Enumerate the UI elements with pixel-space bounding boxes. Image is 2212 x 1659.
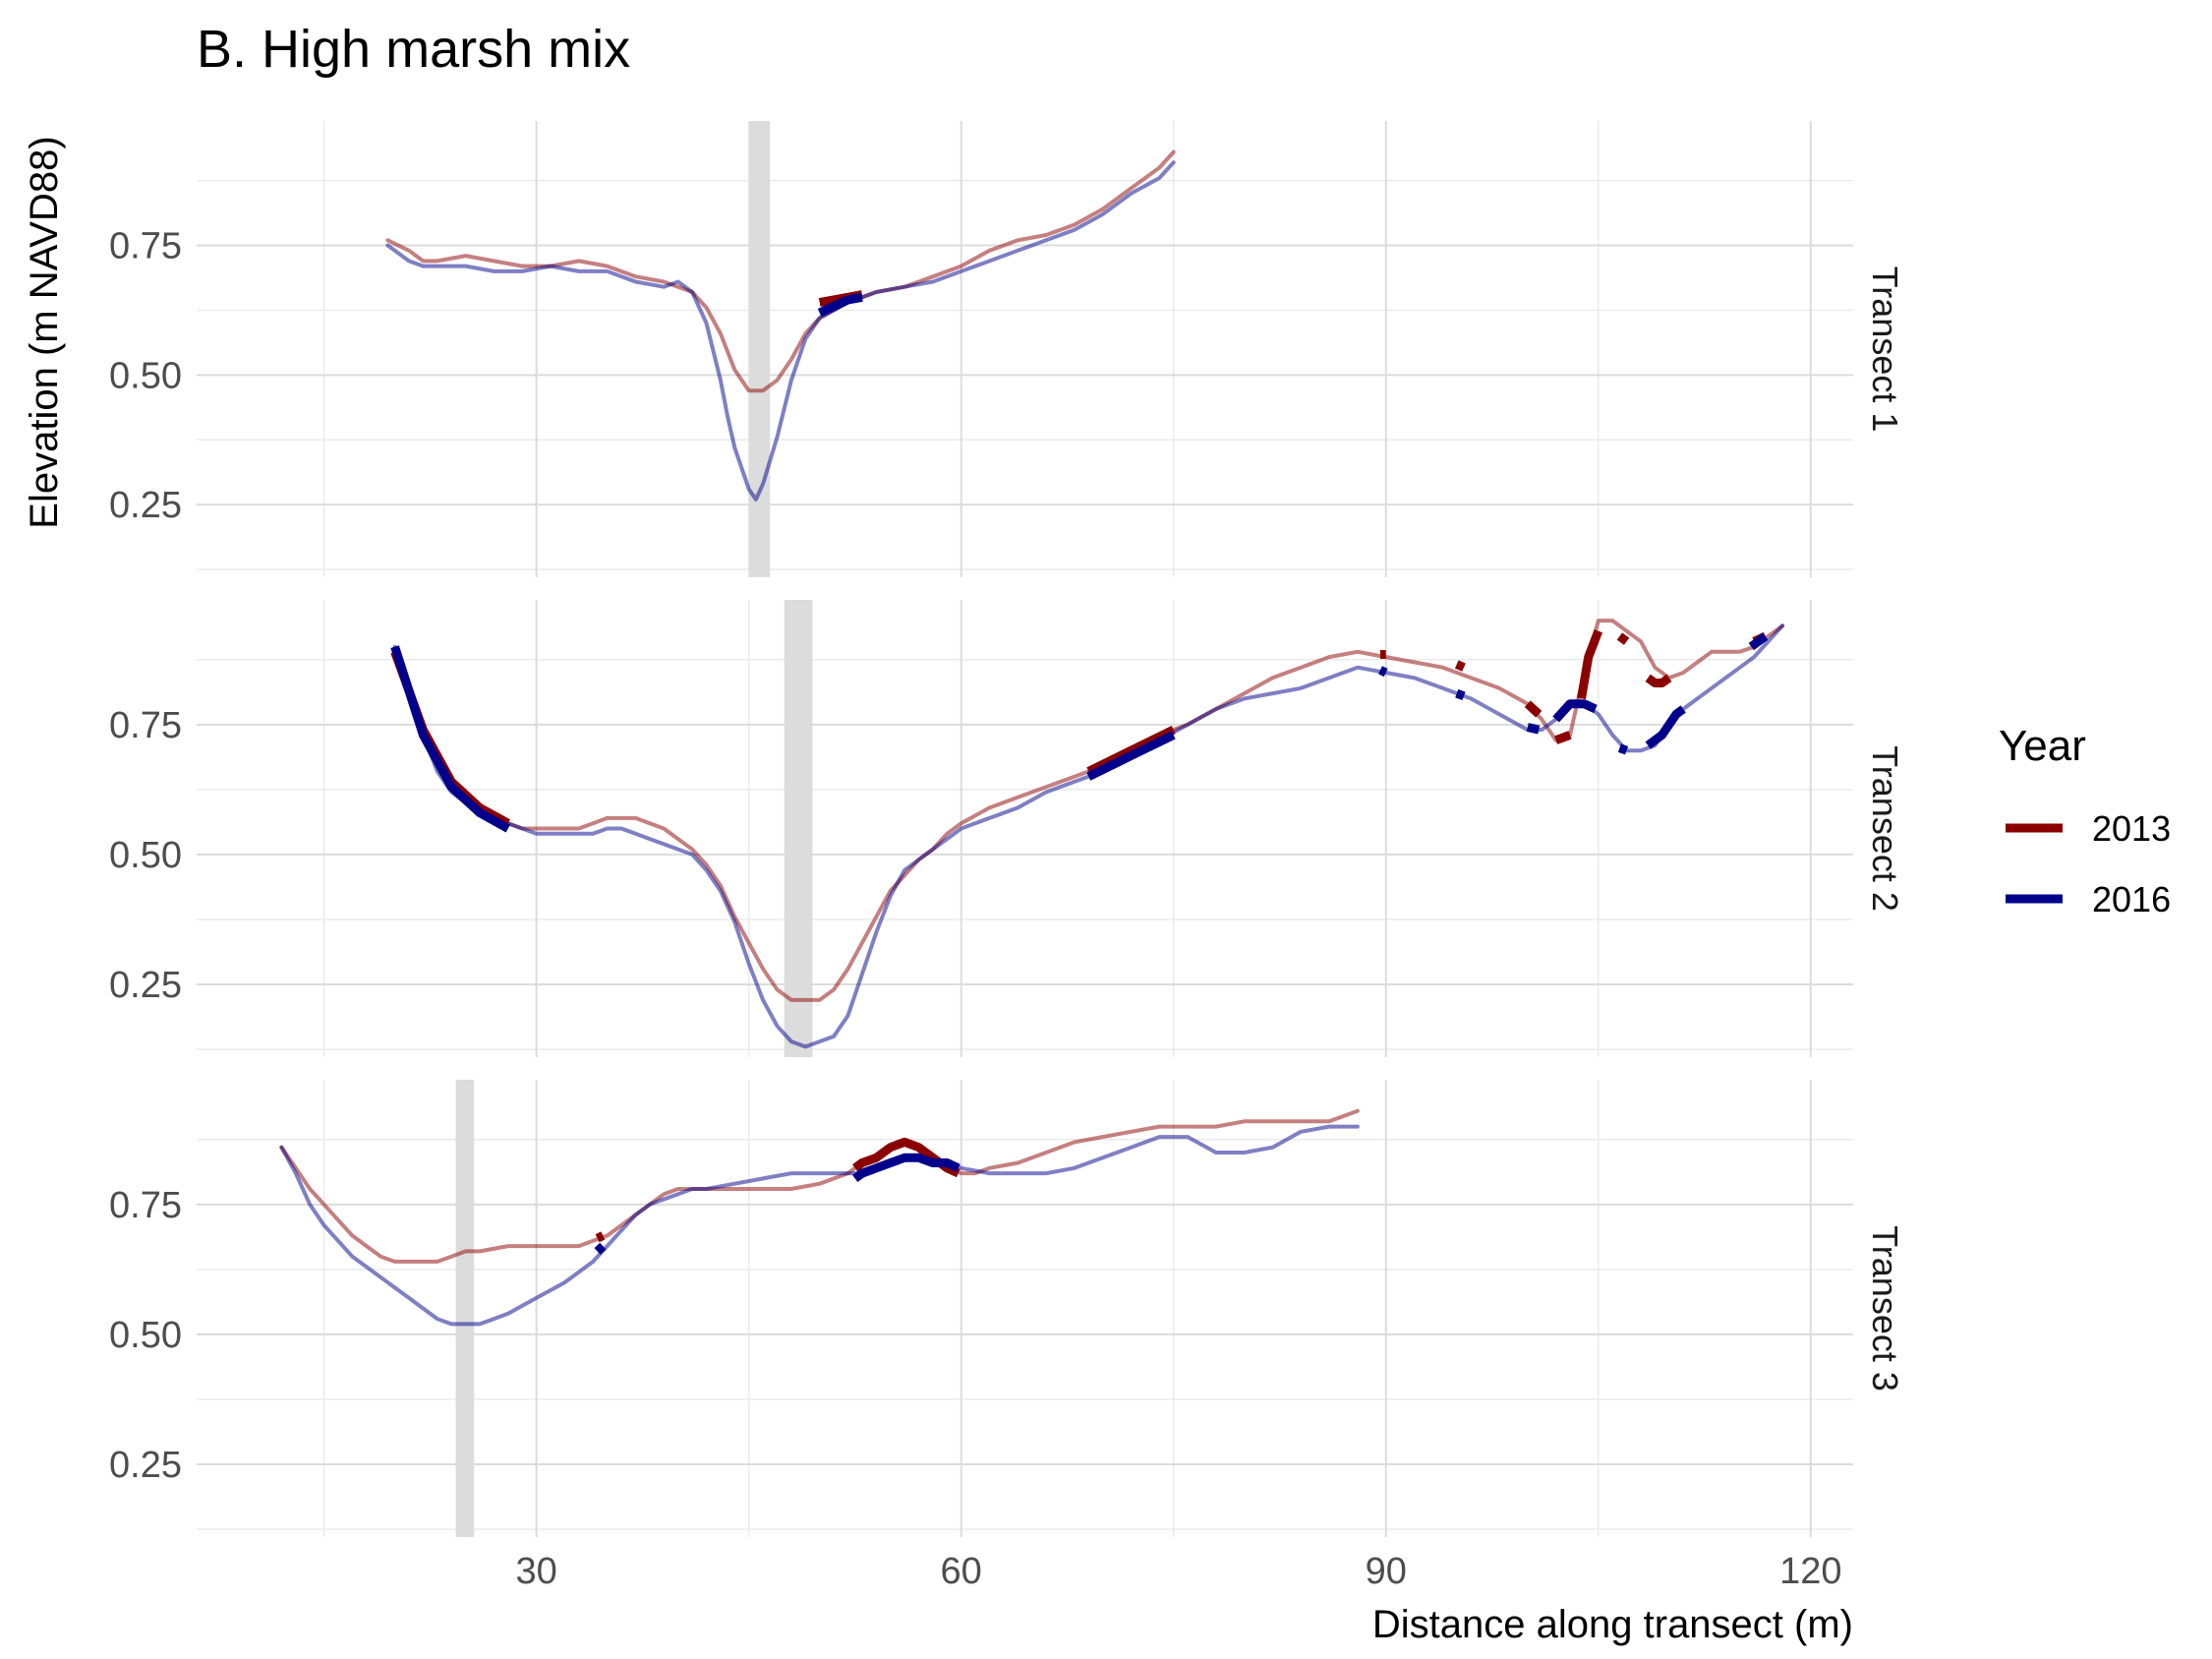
highlight-segment-2016 bbox=[1378, 666, 1388, 678]
gridlines bbox=[197, 1080, 1853, 1537]
series-line-2013 bbox=[385, 149, 1176, 393]
legend-title: Year bbox=[1999, 722, 2086, 770]
highlight-segment-2016 bbox=[1086, 731, 1176, 781]
x-tick-label: 60 bbox=[941, 1551, 982, 1592]
highlight-segment-2013 bbox=[1616, 632, 1630, 645]
legend-label-2016: 2016 bbox=[2092, 879, 2171, 919]
x-tick-label: 90 bbox=[1366, 1551, 1407, 1592]
panel-transect-3: 0.25 0.50 0.75 Transect 3 bbox=[109, 1080, 1905, 1537]
highlight-segment-2016 bbox=[852, 1153, 960, 1183]
highlight-segment-2013 bbox=[595, 1231, 606, 1243]
facet-strip-label: Transect 3 bbox=[1865, 1225, 1905, 1392]
x-axis-title: Distance along transect (m) bbox=[1372, 1603, 1853, 1646]
highlight-segment-2016 bbox=[1748, 632, 1769, 651]
highlight-segment-2016 bbox=[1455, 688, 1466, 701]
series-line-2013 bbox=[392, 619, 1784, 1002]
legend-label-2013: 2013 bbox=[2092, 808, 2171, 849]
y-tick-label: 0.25 bbox=[109, 965, 182, 1006]
x-axis: 30 60 90 120 bbox=[516, 1551, 1842, 1592]
highlight-segment-2013 bbox=[390, 650, 510, 828]
highlight-segment-2013 bbox=[1554, 731, 1572, 744]
series-line-2016 bbox=[279, 1124, 1360, 1327]
highlight-segment-2013 bbox=[1645, 674, 1672, 687]
highlight-segment-2013 bbox=[1524, 700, 1543, 718]
highlight-segment-2016 bbox=[1526, 723, 1541, 735]
series-line-2013 bbox=[279, 1108, 1360, 1264]
y-tick-label: 0.75 bbox=[109, 1185, 182, 1226]
y-tick-label: 0.75 bbox=[109, 226, 182, 267]
y-tick-label: 0.25 bbox=[109, 485, 182, 526]
y-tick-label: 0.50 bbox=[109, 1315, 182, 1356]
highlight-segment-2016 bbox=[817, 292, 863, 318]
y-tick-label: 0.25 bbox=[109, 1445, 182, 1486]
gridlines bbox=[197, 600, 1853, 1057]
y-tick-label: 0.50 bbox=[109, 835, 182, 876]
chart-title: B. High marsh mix bbox=[197, 20, 630, 79]
facet-strip-label: Transect 2 bbox=[1865, 745, 1905, 912]
series-line-2016 bbox=[385, 160, 1176, 502]
highlight-segment-2013 bbox=[1454, 660, 1466, 672]
highlight-segment-2016 bbox=[1645, 705, 1686, 749]
panel-transect-1: 0.25 0.50 0.75 Transect 1 bbox=[109, 121, 1905, 577]
highlight-segment-2013 bbox=[1577, 629, 1603, 700]
gridlines bbox=[197, 121, 1853, 577]
channel-shade-band bbox=[455, 1080, 475, 1537]
y-axis-title: Elevation (m NAVD88) bbox=[23, 136, 66, 528]
highlight-segment-2013 bbox=[1086, 726, 1176, 776]
x-tick-label: 120 bbox=[1779, 1551, 1841, 1592]
highlight-segment-2016 bbox=[594, 1242, 607, 1255]
facet-strip-label: Transect 1 bbox=[1865, 267, 1905, 433]
channel-shade-band bbox=[748, 121, 771, 577]
facet-panels: 0.25 0.50 0.75 Transect 1 0.25 0.50 0.75 Transe… bbox=[109, 121, 1905, 1537]
highlight-segment-2016 bbox=[1617, 743, 1629, 755]
y-tick-label: 0.50 bbox=[109, 355, 182, 396]
highlight-segment-2016 bbox=[390, 645, 510, 833]
y-tick-label: 0.75 bbox=[109, 705, 182, 746]
series-line-2016 bbox=[392, 623, 1784, 1049]
highlight-segment-2016 bbox=[1552, 699, 1598, 723]
channel-shade-band bbox=[784, 600, 813, 1057]
x-tick-label: 30 bbox=[516, 1551, 557, 1592]
panel-transect-2: 0.25 0.50 0.75 Transect 2 bbox=[109, 600, 1905, 1057]
